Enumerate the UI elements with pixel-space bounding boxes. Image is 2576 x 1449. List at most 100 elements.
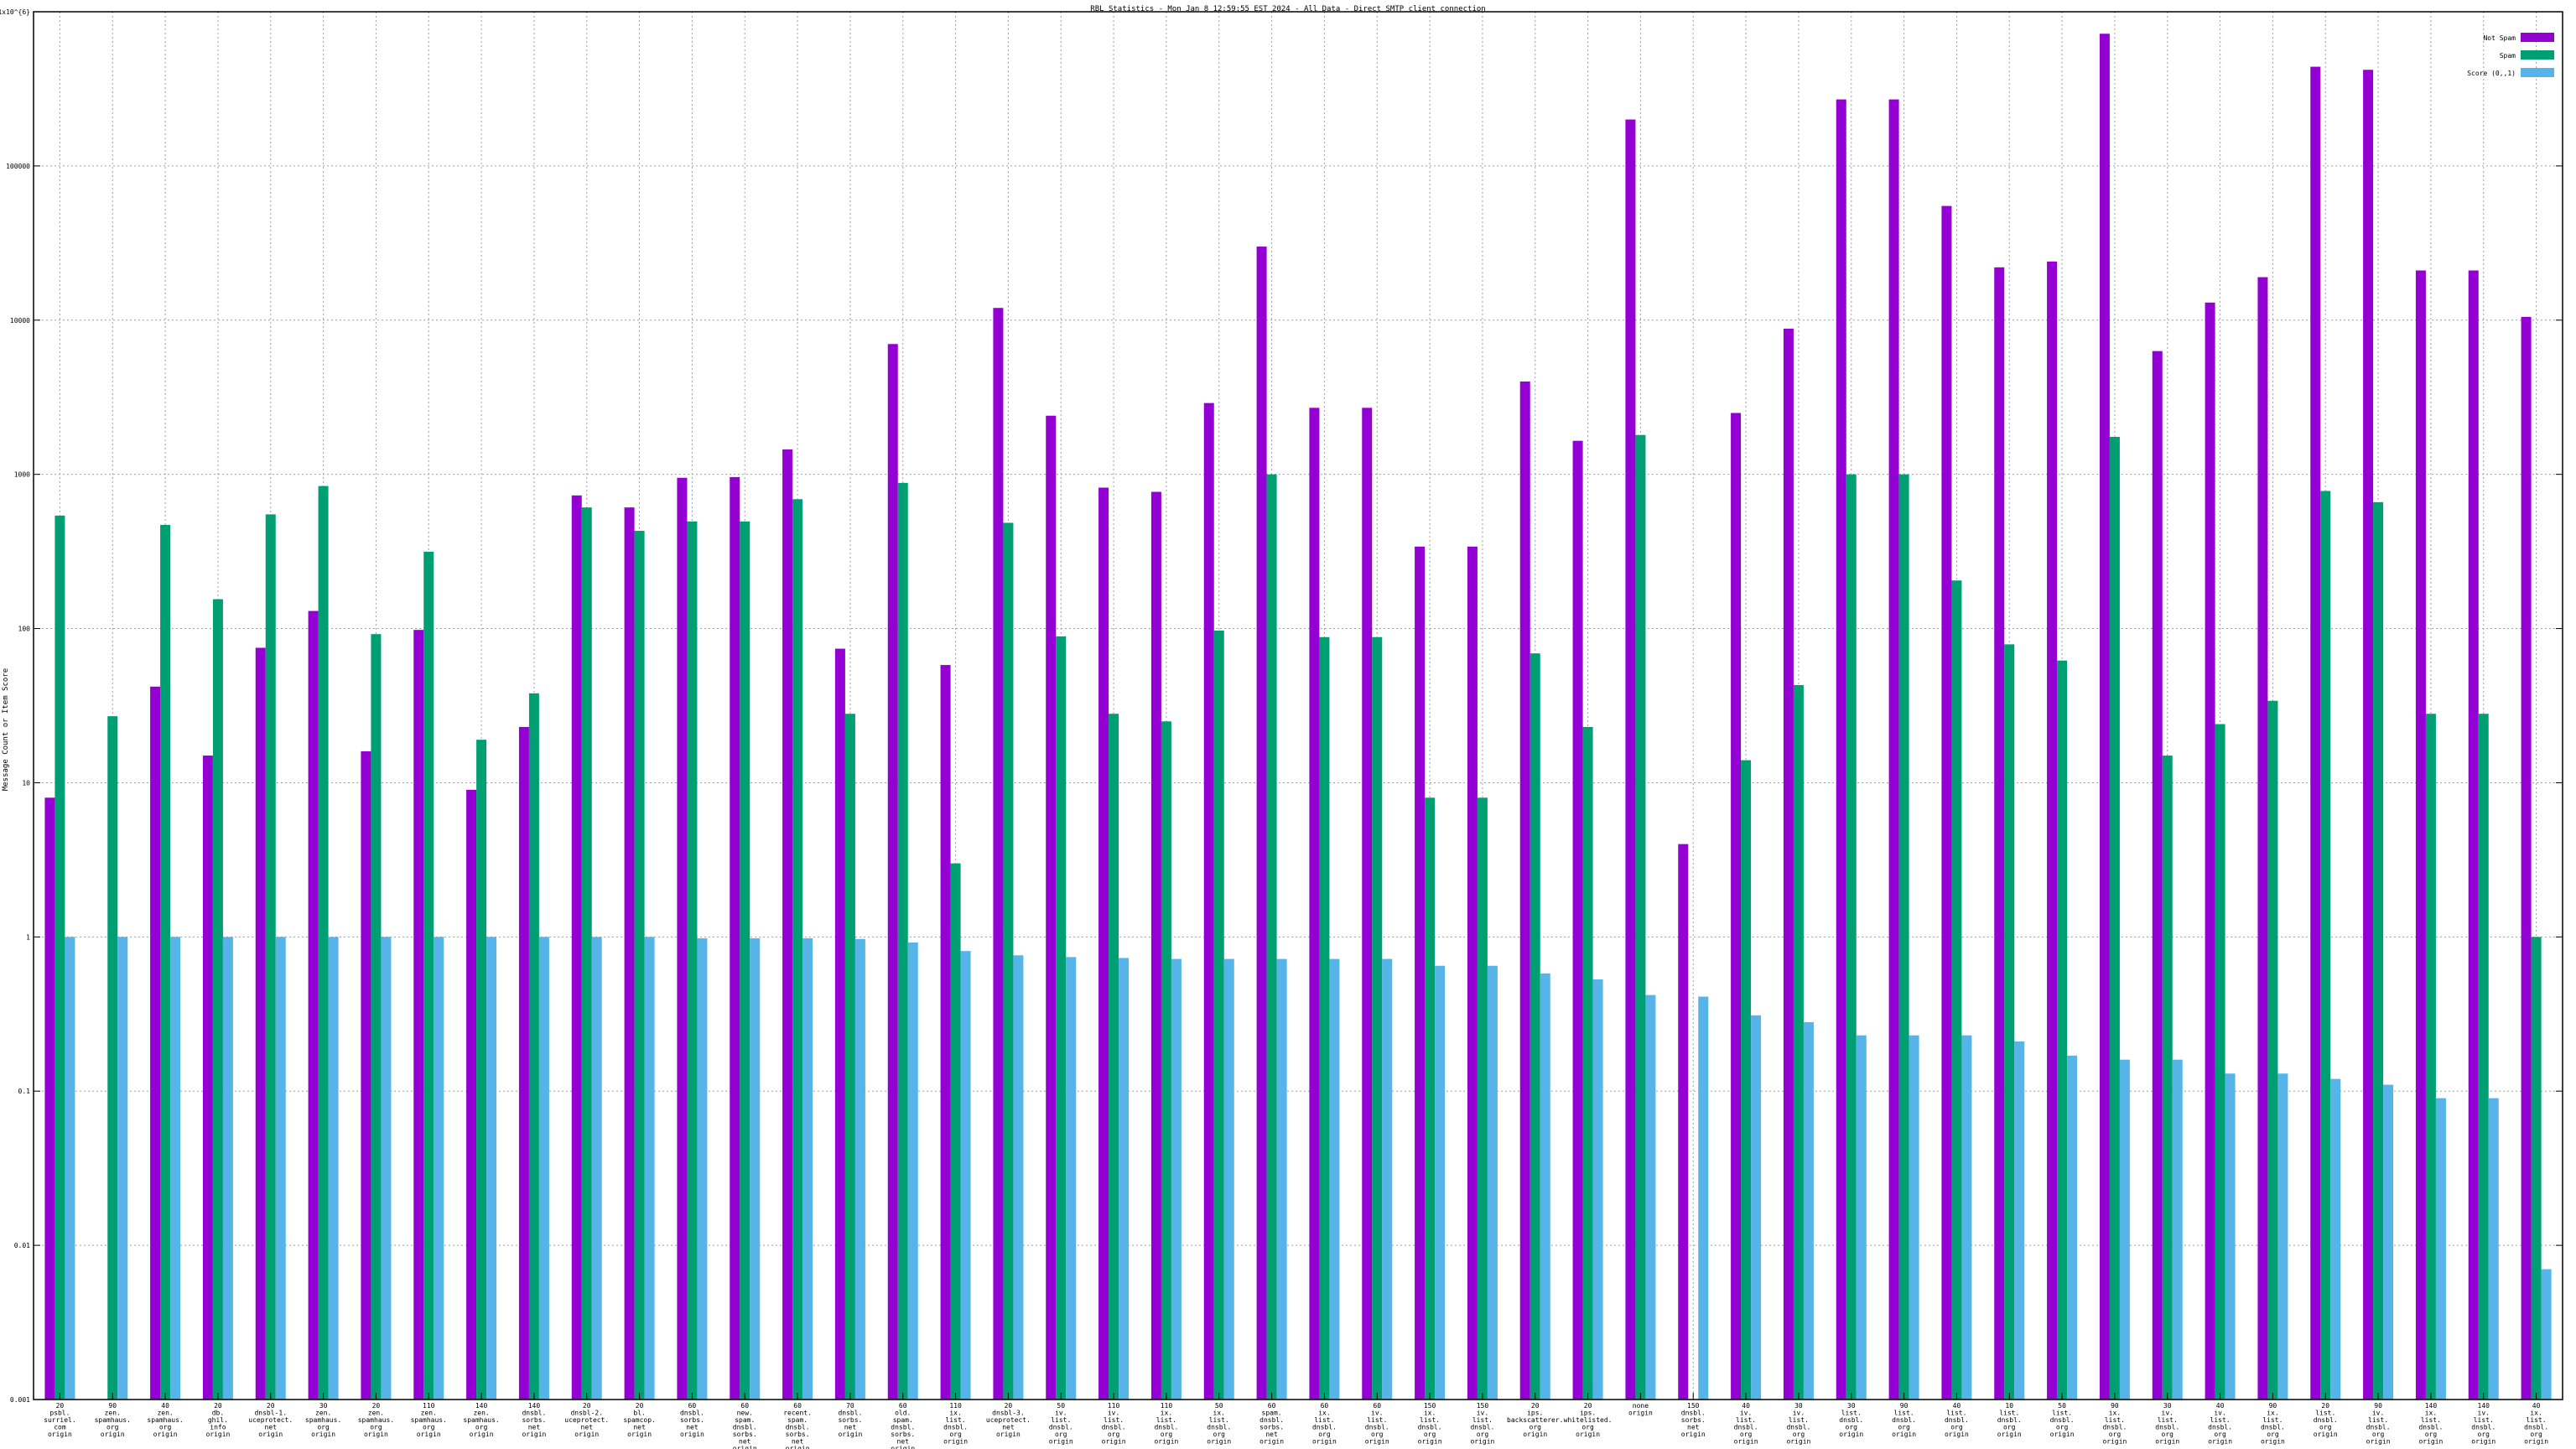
x-tick-label: 50 iv. list. dnsbl. org origin xyxy=(1049,1402,1073,1446)
bar-score xyxy=(1119,958,1130,1400)
bar-score xyxy=(1223,958,1234,1400)
plot-frame xyxy=(33,11,2563,1400)
bar-score xyxy=(854,938,865,1400)
bar-not-spam xyxy=(940,665,951,1400)
grid-lines xyxy=(34,12,2563,1400)
bar-spam xyxy=(2320,491,2331,1400)
bar-spam xyxy=(1109,714,1119,1400)
bar-not-spam xyxy=(255,647,266,1400)
bar-spam xyxy=(1530,653,1540,1400)
bar-not-spam xyxy=(677,477,688,1400)
bar-score xyxy=(2225,1073,2236,1400)
y-ticks: 0.001 0.01 0.1 1 10 100 1000 10000 100000 1x10^{6… xyxy=(0,8,2563,1404)
bar-spam xyxy=(1425,797,1436,1400)
x-tick-label: 150 dnsbl. sorbs. net origin xyxy=(1681,1402,1706,1438)
x-tick-label: 40 zen. spamhaus. org origin xyxy=(147,1402,183,1438)
bar-score xyxy=(907,942,918,1400)
bar-not-spam xyxy=(518,726,529,1400)
bar-score xyxy=(1592,979,1603,1400)
bar-spam xyxy=(1161,721,1171,1400)
chart-title: RBL Statistics - Mon Jan 8 12:59:55 EST … xyxy=(1090,5,1485,13)
x-tick-label: none origin xyxy=(1628,1402,1653,1417)
bars xyxy=(44,34,2552,1400)
x-tick-label: 110 ix. list. dnsbl. org origin xyxy=(1154,1402,1178,1446)
x-tick-label: 90 zen. spamhaus. org origin xyxy=(95,1402,131,1438)
x-ticks: 20 psbl. surriel. com origin 90 zen. spamhaus. o… xyxy=(44,1393,2548,1449)
bar-spam xyxy=(844,714,855,1400)
bar-score xyxy=(2014,1041,2025,1400)
bar-not-spam xyxy=(202,756,213,1400)
bar-not-spam xyxy=(2310,66,2321,1400)
bar-score xyxy=(1382,958,1393,1400)
bar-score xyxy=(1329,958,1340,1400)
bar-score xyxy=(1698,996,1709,1400)
x-tick-label: 20 bl. spamcop. net origin xyxy=(623,1402,656,1438)
bar-score xyxy=(2330,1078,2341,1400)
y-tick-label: 1 xyxy=(26,933,30,941)
bar-not-spam xyxy=(1836,99,1846,1400)
bar-spam xyxy=(687,521,698,1400)
bar-not-spam xyxy=(1415,546,1426,1400)
x-tick-label: 90 ix. list. dnsbl. org origin xyxy=(2261,1402,2285,1446)
bar-score xyxy=(960,951,971,1400)
legend-swatch xyxy=(2521,50,2554,60)
y-tick-label: 0.01 xyxy=(14,1242,30,1249)
bar-score xyxy=(222,937,233,1400)
x-tick-label: 60 new. spam. dnsbl. sorbs. net origin xyxy=(733,1402,757,1449)
bar-not-spam xyxy=(361,750,371,1400)
bar-not-spam xyxy=(2257,277,2268,1400)
bar-score xyxy=(538,937,549,1400)
x-tick-label: 50 ix. list. dnsbl. org origin xyxy=(1207,1402,1231,1446)
bar-spam xyxy=(2162,756,2173,1400)
y-tick-label: 10000 xyxy=(10,317,30,325)
bar-not-spam xyxy=(2047,261,2058,1400)
bar-not-spam xyxy=(782,449,793,1400)
y-tick-label: 1000 xyxy=(14,471,30,479)
x-tick-label: 90 iv. list. dnsbl. org origin xyxy=(2366,1402,2391,1446)
bar-not-spam xyxy=(2363,70,2374,1400)
x-tick-label: 20 dnsbl-1. uceprotect. net origin xyxy=(248,1402,293,1438)
bar-spam xyxy=(1951,580,1962,1400)
bar-score xyxy=(750,937,761,1400)
bar-spam xyxy=(897,482,908,1400)
y-tick-label: 1x10^{6} xyxy=(0,8,30,16)
x-tick-label: 20 zen. spamhaus. org origin xyxy=(358,1402,394,1438)
legend-label: Spam xyxy=(2500,52,2516,60)
x-tick-label: 60 dnsbl. sorbs. net origin xyxy=(680,1402,704,1438)
bar-score xyxy=(697,937,708,1400)
x-tick-label: 70 dnsbl. sorbs. net origin xyxy=(838,1402,862,1438)
x-tick-label: 140 iv. list. dnsbl. org origin xyxy=(2471,1402,2496,1446)
x-tick-label: 30 list. dnsbl. org origin xyxy=(1839,1402,1863,1438)
bar-score xyxy=(1487,965,1498,1400)
bar-not-spam xyxy=(413,630,424,1400)
bar-not-spam xyxy=(2152,351,2163,1400)
bar-score xyxy=(2119,1059,2130,1400)
legend-swatch xyxy=(2521,68,2554,77)
bar-spam xyxy=(581,507,592,1400)
bar-spam xyxy=(2215,724,2225,1400)
bar-not-spam xyxy=(1625,119,1636,1400)
legend: Not Spam Spam Score (0,,1) xyxy=(2467,33,2554,77)
bar-not-spam xyxy=(1731,413,1742,1400)
bar-score xyxy=(1803,1021,1814,1400)
x-tick-label: 20 psbl. surriel. com origin xyxy=(44,1402,76,1438)
bar-spam xyxy=(1741,760,1752,1400)
bar-spam xyxy=(1319,636,1330,1400)
bar-score xyxy=(1435,965,1446,1400)
bar-spam xyxy=(1056,636,1067,1400)
bar-score xyxy=(2277,1073,2288,1400)
x-tick-label: 60 ix. list. dnsbl. org origin xyxy=(1312,1402,1337,1446)
bar-spam xyxy=(1898,474,1909,1400)
bar-not-spam xyxy=(150,686,161,1400)
bar-spam xyxy=(423,551,434,1400)
bar-score xyxy=(275,937,286,1400)
bar-spam xyxy=(1266,474,1277,1400)
bar-spam xyxy=(1582,726,1593,1400)
y-tick-label: 10 xyxy=(22,779,30,787)
bar-score xyxy=(2067,1055,2078,1400)
bar-spam xyxy=(2267,700,2278,1400)
bar-not-spam xyxy=(1941,205,1952,1400)
bar-spam xyxy=(1477,797,1488,1400)
bar-spam xyxy=(950,863,961,1400)
bar-spam xyxy=(1213,630,1224,1400)
